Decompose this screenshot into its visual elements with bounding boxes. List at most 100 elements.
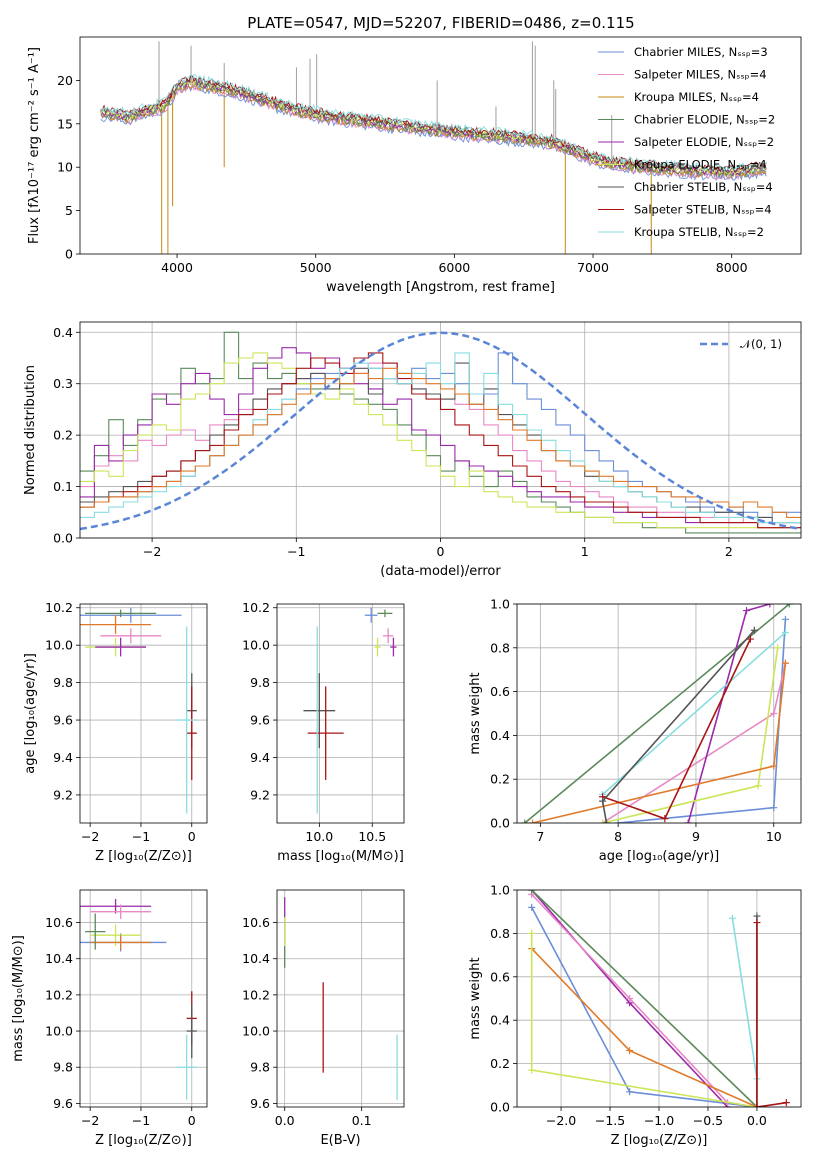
y-axis-label: mass [log₁₀(M/M⊙)] bbox=[11, 935, 26, 1062]
weight-series-line bbox=[524, 604, 790, 823]
axes-frame bbox=[276, 603, 405, 824]
axes-frame bbox=[79, 321, 802, 539]
x-axis-label: Z [log₁₀(Z/Z⊙)] bbox=[611, 1133, 708, 1148]
y-tick-label: 10.0 bbox=[45, 1024, 73, 1039]
y-axis-label: mass weight bbox=[468, 957, 483, 1039]
x-tick-label: 5000 bbox=[300, 260, 332, 275]
weight-point-marker bbox=[529, 819, 537, 823]
y-tick-label: 10.2 bbox=[45, 987, 73, 1002]
weight-point-marker bbox=[743, 607, 751, 615]
x-axis-label: wavelength [Angstrom, rest frame] bbox=[326, 280, 555, 295]
legend-label: Salpeter STELIB, Nₛₛₚ=4 bbox=[634, 203, 772, 217]
x-tick-label: −2 bbox=[143, 544, 161, 559]
weight-series-line bbox=[531, 890, 758, 1107]
legend-label: Salpeter MILES, Nₛₛₚ=4 bbox=[634, 68, 767, 82]
y-tick-label: 10.2 bbox=[242, 987, 270, 1002]
x-tick-label: −0.5 bbox=[693, 1113, 723, 1128]
x-tick-label: −1.5 bbox=[595, 1113, 625, 1128]
x-axis-label: (data-model)/error bbox=[380, 564, 501, 579]
x-tick-label: 9 bbox=[692, 829, 700, 844]
y-tick-label: 9.6 bbox=[53, 1096, 73, 1111]
weight-point-marker bbox=[781, 628, 789, 636]
mass-vs-ebv-panel: 0.0 0.1 9.6 9.8 10.0 10.2 10.4 10.6 E(B-V) bbox=[242, 889, 405, 1148]
x-tick-label: 1 bbox=[581, 544, 589, 559]
weight-point-marker bbox=[770, 804, 778, 812]
weight-point-marker bbox=[766, 604, 774, 608]
plot-area bbox=[528, 890, 790, 1107]
legend-label: Kroupa ELODIE, Nₛₛₚ=4 bbox=[634, 158, 767, 172]
y-axis-label: age [log₁₀(age/yr)] bbox=[23, 653, 38, 774]
x-tick-label: −1 bbox=[132, 1113, 150, 1128]
x-tick-label: 2 bbox=[725, 544, 733, 559]
weight-point-marker bbox=[781, 659, 789, 667]
age-vs-mass-panel: 10.0 10.5 9.2 9.4 9.6 9.8 10.0 10.2 mass [log₁₀(… bbox=[242, 600, 405, 864]
weight-vs-metallicity-panel: −2.0 −1.5 −1.0 −0.5 0.0 0.0 0.2 0.4 0.6 0.8 1.0 Z [… bbox=[468, 883, 802, 1148]
y-tick-label: 0.6 bbox=[490, 684, 510, 699]
y-tick-label: 0.0 bbox=[490, 1100, 510, 1115]
x-tick-label: 0 bbox=[188, 829, 196, 844]
weight-point-marker bbox=[770, 762, 778, 770]
x-tick-label: −1 bbox=[287, 544, 305, 559]
weight-point-marker bbox=[599, 819, 607, 823]
y-tick-label: 10.0 bbox=[242, 638, 270, 653]
y-tick-label: 20 bbox=[57, 73, 73, 88]
y-axis-label: mass weight bbox=[468, 672, 483, 754]
y-tick-label: 10.2 bbox=[45, 600, 73, 615]
x-axis-label: E(B-V) bbox=[320, 1133, 360, 1148]
weight-series-line bbox=[618, 619, 787, 823]
x-tick-label: 0.0 bbox=[747, 1113, 767, 1128]
weight-point-marker bbox=[753, 919, 761, 927]
model-spectrum-line bbox=[100, 73, 767, 172]
x-axis-label: Z [log₁₀(Z/Z⊙)] bbox=[95, 849, 192, 864]
histogram-series bbox=[80, 367, 801, 518]
y-tick-label: 5 bbox=[65, 203, 73, 218]
weight-point-marker bbox=[753, 912, 761, 920]
x-axis-label: age [log₁₀(age/yr)] bbox=[599, 849, 720, 864]
x-tick-label: 8000 bbox=[716, 260, 748, 275]
legend-label: Kroupa STELIB, Nₛₛₚ=2 bbox=[634, 225, 764, 239]
y-tick-label: 9.2 bbox=[250, 787, 270, 802]
mass-vs-metallicity-panel: −2 −1 0 9.6 9.8 10.0 10.2 10.4 10.6 Z [log₁₀(Z/Z⊙… bbox=[11, 889, 208, 1148]
observed-spectrum bbox=[100, 76, 767, 180]
x-tick-label: 8 bbox=[614, 829, 622, 844]
x-tick-label: 0.1 bbox=[352, 1113, 372, 1128]
y-tick-label: 9.4 bbox=[250, 750, 270, 765]
y-tick-label: 10.4 bbox=[45, 951, 73, 966]
weight-point-marker bbox=[785, 604, 793, 608]
weight-point-marker bbox=[753, 1103, 761, 1107]
y-tick-label: 1.0 bbox=[490, 597, 510, 612]
plot-area bbox=[521, 604, 793, 823]
axes-frame bbox=[516, 889, 802, 1108]
x-tick-label: −2 bbox=[81, 1113, 99, 1128]
spectrum-panel: 4000 5000 6000 7000 8000 0 5 10 15 20 wavelength [… bbox=[27, 36, 802, 295]
weight-point-marker bbox=[599, 797, 607, 805]
y-tick-label: 9.8 bbox=[250, 1060, 270, 1075]
y-tick-label: 10.2 bbox=[242, 600, 270, 615]
plot-area bbox=[80, 607, 197, 814]
weight-point-marker bbox=[521, 819, 529, 823]
weight-point-marker bbox=[528, 903, 536, 911]
y-tick-label: 0.8 bbox=[490, 640, 510, 655]
y-tick-label: 0.2 bbox=[490, 1056, 510, 1071]
legend-label: Chabrier STELIB, Nₛₛₚ=4 bbox=[634, 180, 773, 194]
legend-label: Kroupa MILES, Nₛₛₚ=4 bbox=[634, 90, 759, 104]
x-tick-label: 0 bbox=[437, 544, 445, 559]
y-tick-label: 9.8 bbox=[53, 675, 73, 690]
y-tick-label: 9.8 bbox=[250, 675, 270, 690]
y-tick-label: 0.0 bbox=[490, 816, 510, 831]
axes-frame bbox=[79, 603, 208, 824]
weight-point-marker bbox=[782, 1099, 790, 1107]
y-tick-label: 9.2 bbox=[53, 787, 73, 802]
y-tick-label: 10.6 bbox=[242, 915, 270, 930]
y-tick-label: 10.0 bbox=[45, 638, 73, 653]
y-tick-label: 10.4 bbox=[242, 951, 270, 966]
plot-area bbox=[80, 899, 197, 1100]
y-tick-label: 0.4 bbox=[490, 1013, 510, 1028]
weight-series-line bbox=[756, 922, 787, 1107]
y-tick-label: 0.4 bbox=[53, 325, 73, 340]
y-tick-label: 9.6 bbox=[53, 713, 73, 728]
weight-point-marker bbox=[614, 819, 622, 823]
plot-area bbox=[284, 897, 398, 1100]
y-tick-label: 10 bbox=[57, 160, 73, 175]
